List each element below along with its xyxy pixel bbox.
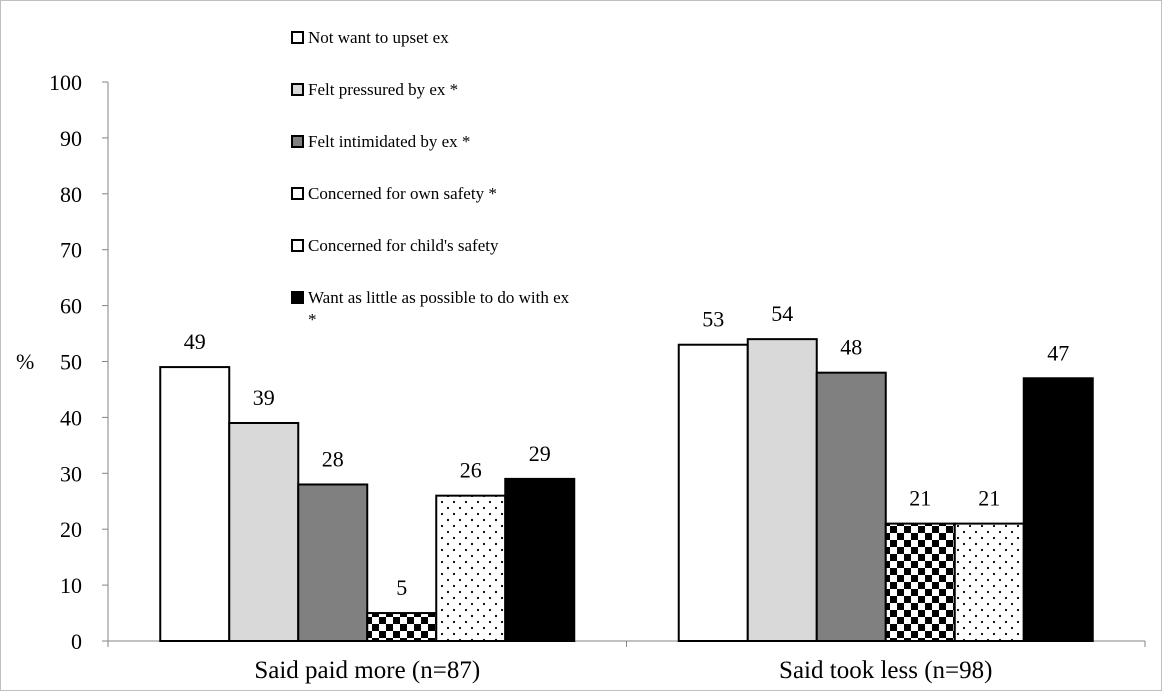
data-label: 48 xyxy=(840,335,862,360)
y-tick-label: 40 xyxy=(60,405,82,430)
data-label: 29 xyxy=(529,441,551,466)
bar xyxy=(228,421,300,642)
legend-swatch xyxy=(291,135,304,148)
data-labels: 49 39 28 5 26 29 53 54 48 21 21 47 xyxy=(184,301,1070,600)
legend-entry: Felt pressured by ex * xyxy=(308,80,458,99)
data-label: 47 xyxy=(1047,340,1069,365)
legend-entry: Concerned for child's safety xyxy=(308,236,499,255)
bar xyxy=(815,371,887,642)
bar xyxy=(159,366,231,642)
y-tick-label: 0 xyxy=(71,629,82,654)
y-tick-label: 50 xyxy=(60,350,82,375)
bar xyxy=(884,522,956,642)
y-tick-label: 10 xyxy=(60,573,82,598)
legend-swatch xyxy=(291,291,304,304)
legend-swatch xyxy=(291,83,304,96)
data-label: 53 xyxy=(702,307,724,332)
x-category-label: Said paid more (n=87) xyxy=(254,657,480,684)
legend-entry: Not want to upset ex xyxy=(308,28,449,47)
bar xyxy=(1022,377,1094,642)
data-label: 26 xyxy=(460,458,482,483)
y-tick-label: 20 xyxy=(60,517,82,542)
y-tick-label: 70 xyxy=(60,238,82,263)
bar xyxy=(297,483,369,643)
data-label: 21 xyxy=(909,486,931,511)
axes: 0 10 20 30 40 50 60 70 80 90 100% Said paid more (n… xyxy=(16,70,1146,684)
data-label: 49 xyxy=(184,329,206,354)
y-tick-label: 90 xyxy=(60,126,82,151)
y-tick-label: 30 xyxy=(60,461,82,486)
legend-swatch xyxy=(291,239,304,252)
bar xyxy=(746,338,818,642)
legend-entry: Concerned for own safety * xyxy=(308,184,497,203)
bar xyxy=(366,612,438,642)
bar xyxy=(504,477,576,643)
y-tick-label: 60 xyxy=(60,294,82,319)
data-label: 5 xyxy=(396,575,407,600)
y-axis-label: % xyxy=(16,349,34,374)
data-label: 21 xyxy=(978,486,1000,511)
bar xyxy=(677,343,749,642)
data-label: 39 xyxy=(253,385,275,410)
legend-swatch xyxy=(291,31,304,44)
legend-entry: Felt intimidated by ex * xyxy=(308,132,470,151)
x-category-label: Said took less (n=98) xyxy=(779,657,992,684)
legend: Not want to upset ex Felt pressured by ex… xyxy=(291,28,570,329)
y-tick-label: 80 xyxy=(60,182,82,207)
data-label: 28 xyxy=(322,446,344,471)
data-label: 54 xyxy=(771,301,793,326)
bars xyxy=(159,338,1094,643)
y-tick-label: 100 xyxy=(49,70,82,95)
bar xyxy=(953,522,1025,642)
bar xyxy=(435,494,507,642)
legend-entry: Want as little as possible to do with ex… xyxy=(308,288,570,329)
legend-swatch xyxy=(291,187,304,200)
